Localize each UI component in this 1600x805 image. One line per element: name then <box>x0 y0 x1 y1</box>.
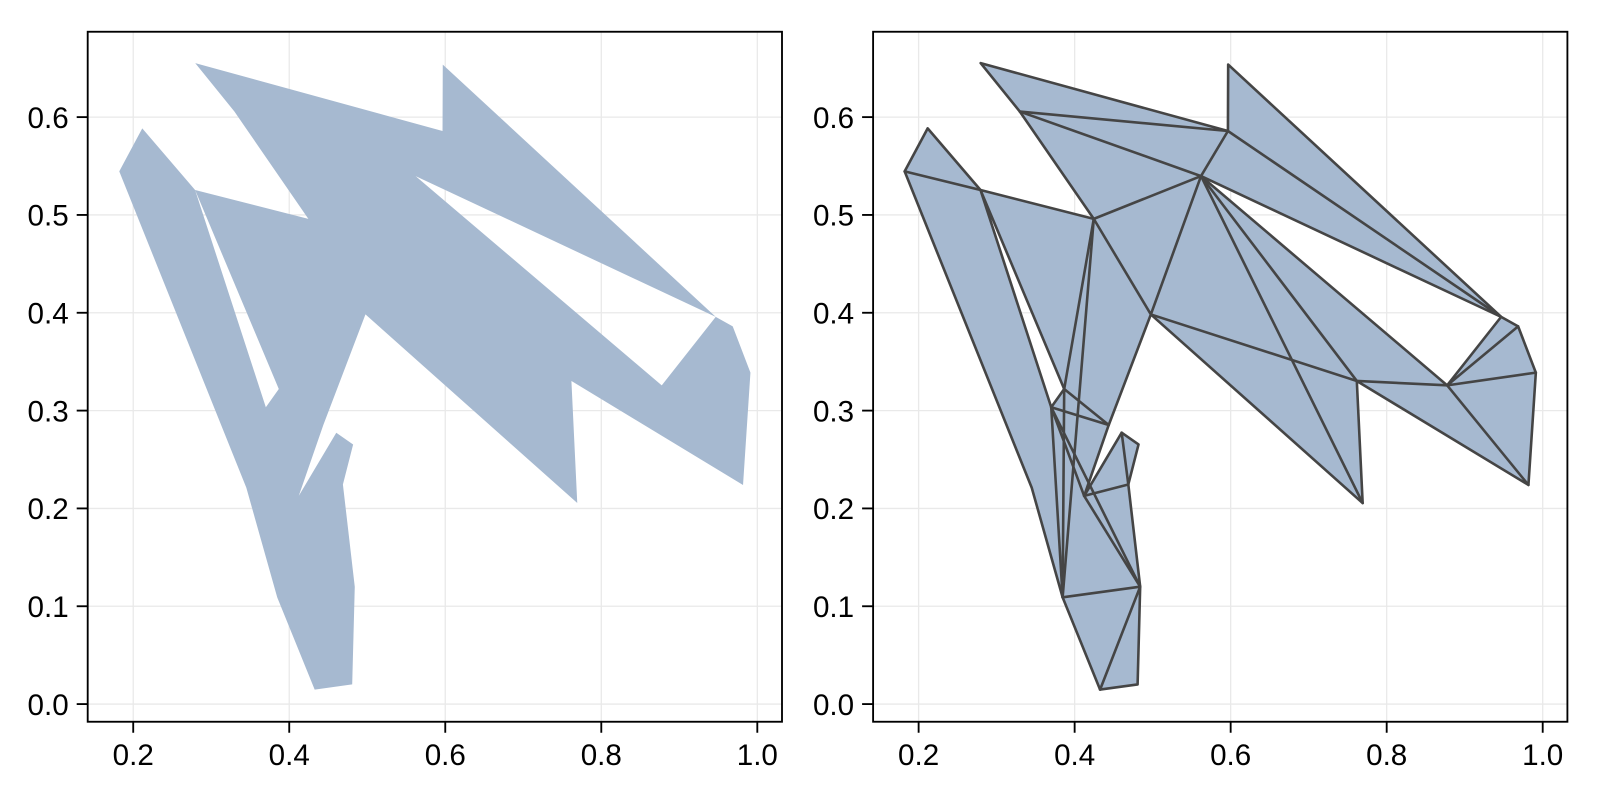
svg-text:0.6: 0.6 <box>1210 739 1251 772</box>
svg-text:0.3: 0.3 <box>28 395 69 428</box>
svg-text:0.5: 0.5 <box>28 200 69 233</box>
svg-text:0.0: 0.0 <box>813 689 854 722</box>
svg-text:0.3: 0.3 <box>813 395 854 428</box>
svg-text:0.2: 0.2 <box>113 739 154 772</box>
svg-text:0.0: 0.0 <box>28 689 69 722</box>
svg-text:0.6: 0.6 <box>28 102 69 135</box>
svg-text:1.0: 1.0 <box>737 739 778 772</box>
svg-text:0.6: 0.6 <box>813 102 854 135</box>
svg-text:0.4: 0.4 <box>28 297 69 330</box>
svg-text:0.4: 0.4 <box>1054 739 1095 772</box>
svg-text:0.5: 0.5 <box>813 200 854 233</box>
svg-text:0.1: 0.1 <box>28 591 69 624</box>
svg-text:0.4: 0.4 <box>813 297 854 330</box>
svg-text:0.6: 0.6 <box>425 739 466 772</box>
svg-text:0.8: 0.8 <box>1366 739 1407 772</box>
svg-text:1.0: 1.0 <box>1522 739 1563 772</box>
svg-text:0.2: 0.2 <box>813 493 854 526</box>
svg-text:0.4: 0.4 <box>269 739 310 772</box>
svg-text:0.2: 0.2 <box>28 493 69 526</box>
svg-text:0.8: 0.8 <box>581 739 622 772</box>
svg-text:0.1: 0.1 <box>813 591 854 624</box>
svg-text:0.2: 0.2 <box>898 739 939 772</box>
